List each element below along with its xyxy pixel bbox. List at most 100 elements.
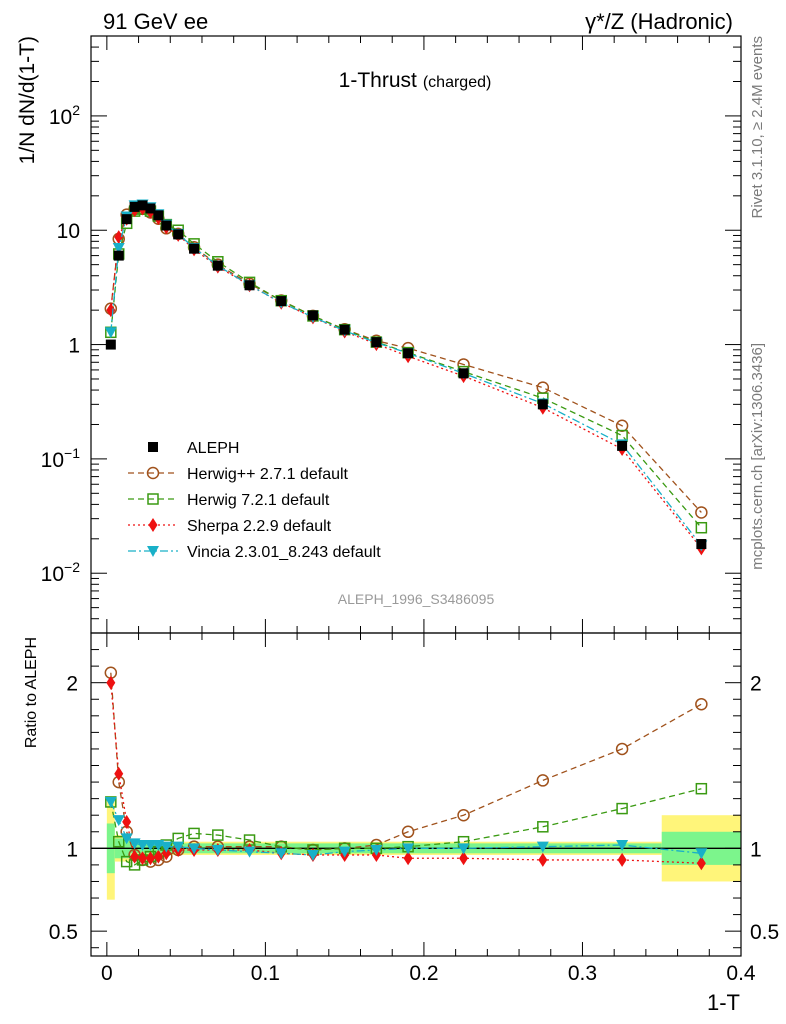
- series-aleph: [105, 200, 707, 550]
- main-plot: 10−2 10−1 1 10 102: [41, 35, 742, 634]
- legend-entry-sherpa: Sherpa 2.2.9 default: [128, 518, 332, 535]
- legend: ALEPH Herwig++ 2.7.1 default Herwig 7.2.1 …: [128, 440, 381, 561]
- ratio-tick-label: 1: [66, 838, 78, 861]
- data-point-aleph: [371, 337, 382, 348]
- ratio-point-vincia: [243, 846, 256, 858]
- data-point-aleph: [189, 243, 200, 254]
- ratio-point-vincia: [211, 844, 224, 856]
- legend-entry-herwigpp: Herwig++ 2.7.1 default: [128, 466, 349, 483]
- x-tick-label: 0.1: [251, 962, 280, 985]
- ratio-point-sherpa: [696, 856, 706, 871]
- ratio-point-vincia: [188, 843, 201, 855]
- ratio-tick-label-right: 2: [750, 673, 762, 696]
- data-point-aleph: [161, 220, 172, 231]
- ratio-point-sherpa: [538, 852, 548, 867]
- ratio-point-vincia: [338, 846, 351, 858]
- analysis-label: ALEPH_1996_S3486095: [338, 591, 495, 607]
- data-point-herwigpp: [536, 381, 550, 394]
- legend-label-sherpa: Sherpa 2.2.9 default: [187, 518, 332, 535]
- data-point-aleph: [153, 210, 164, 221]
- data-point-aleph: [537, 399, 548, 410]
- side-label-rivet: Rivet 3.1.10, ≥ 2.4M events: [749, 36, 766, 219]
- ratio-point-herwig7: [112, 835, 125, 848]
- ratio-point-vincia: [144, 840, 157, 852]
- ratio-point-sherpa: [130, 849, 140, 864]
- series-line-herwigpp: [110, 208, 702, 513]
- ratio-point-vincia: [306, 849, 319, 861]
- plot-title-sub: (charged): [423, 74, 491, 91]
- legend-entry-aleph: ALEPH: [148, 440, 239, 457]
- legend-marker-aleph: [148, 442, 158, 452]
- ratio-point-sherpa: [161, 846, 171, 861]
- ratio-point-herwigpp: [401, 825, 415, 839]
- legend-label-herwigpp: Herwig++ 2.7.1 default: [187, 466, 349, 483]
- ratio-point-vincia: [457, 843, 470, 855]
- ratio-point-sherpa: [114, 766, 124, 781]
- ratio-plot: 0 0.1 0.2 0.3 0.4 0.5 0.5 1 1 2 2: [49, 632, 779, 985]
- y-tick-label: 10−2: [41, 559, 81, 586]
- x-tick-label: 0.3: [568, 962, 597, 985]
- ratio-point-vincia: [120, 833, 133, 845]
- ratio-tick-label: 2: [66, 673, 78, 696]
- ratio-point-sherpa: [153, 849, 163, 864]
- header-left: 91 GeV ee: [103, 9, 208, 34]
- ratio-point-herwig7: [212, 829, 224, 841]
- data-point-aleph: [173, 229, 184, 240]
- ratio-point-herwig7: [616, 802, 628, 815]
- legend-marker-vincia: [147, 546, 159, 557]
- legend-label-herwig7: Herwig 7.2.1 default: [187, 492, 330, 509]
- data-point-vincia: [104, 327, 117, 339]
- data-point-aleph: [121, 214, 132, 225]
- ratio-point-vincia: [402, 843, 415, 855]
- ratio-point-vincia: [112, 815, 125, 827]
- y-tick-label: 10: [57, 220, 80, 243]
- data-point-aleph: [137, 200, 148, 211]
- ratio-point-sherpa: [459, 851, 469, 866]
- x-tick-label: 0: [101, 962, 113, 985]
- data-point-herwig7: [695, 521, 708, 534]
- data-point-vincia: [112, 242, 125, 254]
- ratio-point-sherpa: [122, 814, 132, 829]
- ratio-point-herwig7: [695, 782, 708, 795]
- legend-entry-vincia: Vincia 2.3.01_8.243 default: [128, 544, 381, 561]
- ratio-point-herwigpp: [615, 742, 629, 756]
- x-tick-label: 0.4: [726, 962, 756, 985]
- ratio-series-vincia: [104, 796, 708, 861]
- ratio-point-sherpa: [617, 852, 627, 867]
- data-point-aleph: [276, 296, 287, 307]
- data-point-aleph: [145, 203, 156, 214]
- data-point-aleph: [244, 280, 255, 291]
- data-point-aleph: [696, 539, 707, 550]
- ratio-point-vincia: [695, 848, 708, 860]
- y-axis-label: 1/N dN/d(1-T): [16, 36, 39, 164]
- ratio-point-herwig7: [188, 827, 200, 840]
- data-point-aleph: [113, 250, 124, 261]
- ratio-point-sherpa: [145, 851, 155, 866]
- data-point-aleph: [307, 310, 318, 321]
- legend-marker-herwigpp: [146, 466, 160, 480]
- ratio-tick-label: 0.5: [49, 921, 78, 944]
- ratio-point-herwig7: [537, 821, 549, 833]
- ratio-point-herwigpp: [457, 808, 470, 822]
- ratio-point-vincia: [275, 848, 288, 860]
- y-tick-label: 102: [49, 102, 80, 129]
- ratio-point-vincia: [172, 841, 185, 853]
- ratio-tick-label-right: 1: [750, 838, 762, 861]
- data-point-aleph: [339, 324, 350, 335]
- data-point-aleph: [617, 440, 628, 451]
- ratio-point-vincia: [536, 841, 549, 853]
- ratio-point-sherpa: [106, 675, 116, 690]
- ratio-point-vincia: [160, 841, 173, 853]
- ratio-point-herwig7: [120, 855, 133, 868]
- ratio-point-sherpa: [138, 851, 148, 866]
- data-point-aleph: [212, 260, 223, 271]
- ratio-point-vincia: [616, 840, 629, 852]
- ratio-point-vincia: [136, 840, 149, 852]
- legend-label-aleph: ALEPH: [187, 440, 239, 457]
- ratio-tick-label-right: 0.5: [750, 921, 779, 944]
- ratio-series-herwigpp: [104, 666, 708, 868]
- legend-marker-sherpa: [148, 518, 158, 532]
- plot-title-main: 1-Thrust: [339, 69, 417, 92]
- ratio-axis-label: Ratio to ALEPH: [23, 637, 40, 748]
